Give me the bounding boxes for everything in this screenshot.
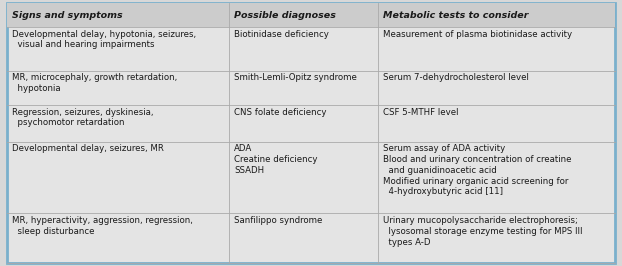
Text: Sanfilippo syndrome: Sanfilippo syndrome [234,216,322,225]
Text: CSF 5-MTHF level: CSF 5-MTHF level [383,107,458,117]
Text: Developmental delay, seizures, MR: Developmental delay, seizures, MR [12,144,164,153]
Text: Urinary mucopolysaccharide electrophoresis;
  lysosomal storage enzyme testing f: Urinary mucopolysaccharide electrophores… [383,216,582,247]
Text: Metabolic tests to consider: Metabolic tests to consider [383,11,528,20]
Text: Biotinidase deficiency: Biotinidase deficiency [234,30,329,39]
Text: ADA
Creatine deficiency
SSADH: ADA Creatine deficiency SSADH [234,144,317,175]
Text: Serum assay of ADA activity
Blood and urinary concentration of creatine
  and gu: Serum assay of ADA activity Blood and ur… [383,144,571,196]
Text: Smith-Lemli-Opitz syndrome: Smith-Lemli-Opitz syndrome [234,73,357,82]
Text: Regression, seizures, dyskinesia,
  psychomotor retardation: Regression, seizures, dyskinesia, psycho… [12,107,154,127]
Text: CNS folate deficiency: CNS folate deficiency [234,107,327,117]
Text: Developmental delay, hypotonia, seizures,
  visual and hearing impairments: Developmental delay, hypotonia, seizures… [12,30,197,49]
Bar [7,3,615,27]
Text: MR, microcephaly, growth retardation,
  hypotonia: MR, microcephaly, growth retardation, hy… [12,73,178,93]
Text: Serum 7-dehydrocholesterol level: Serum 7-dehydrocholesterol level [383,73,529,82]
Text: Signs and symptoms: Signs and symptoms [12,11,123,20]
Text: Possible diagnoses: Possible diagnoses [234,11,336,20]
Text: Measurement of plasma biotinidase activity: Measurement of plasma biotinidase activi… [383,30,572,39]
Text: MR, hyperactivity, aggression, regression,
  sleep disturbance: MR, hyperactivity, aggression, regressio… [12,216,193,236]
